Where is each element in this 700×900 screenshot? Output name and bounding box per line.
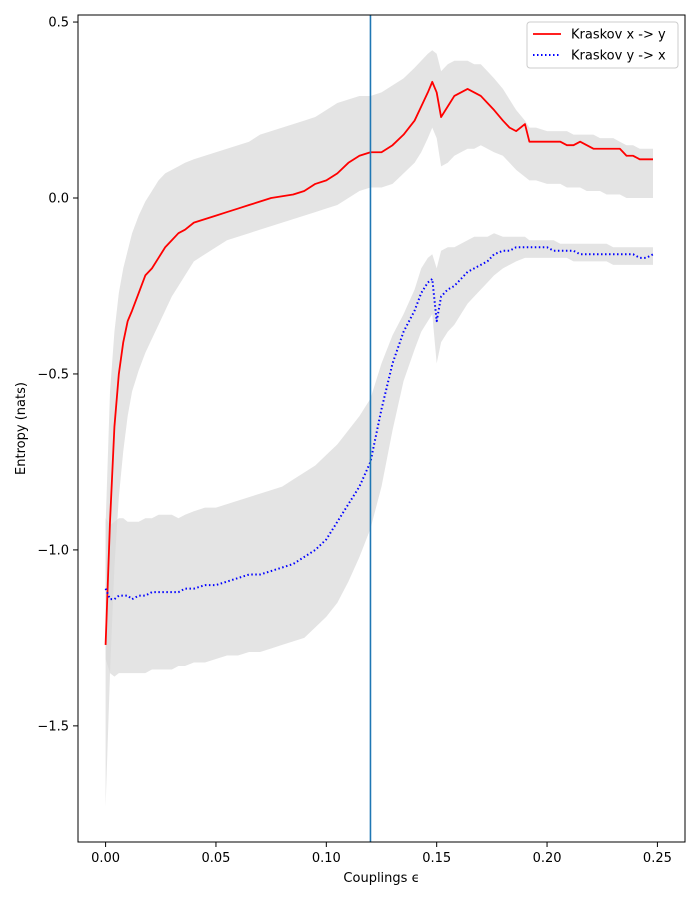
- y-tick-label: 0.5: [48, 16, 69, 31]
- series-line-0: [104, 80, 653, 645]
- series-lines: [104, 80, 654, 645]
- series-line-1: [104, 246, 654, 601]
- x-tick-label: 0.00: [91, 851, 120, 866]
- y-axis-ticks: −1.5 −1.0 −0.5 0.0 0.5: [37, 16, 78, 734]
- y-tick-label: −1.5: [37, 719, 69, 734]
- x-axis-ticks: 0.00 0.05 0.10 0.15 0.20 0.25: [91, 842, 672, 866]
- x-tick-label: 0.05: [201, 851, 230, 866]
- x-tick-label: 0.20: [533, 851, 562, 866]
- x-tick-label: 0.15: [422, 851, 451, 866]
- legend: Kraskov x -> y Kraskov y -> x: [526, 21, 679, 69]
- legend-box: [526, 21, 679, 69]
- x-tick-label: 0.10: [312, 851, 341, 866]
- y-tick-label: −1.0: [37, 543, 69, 558]
- legend-label-kraskov-x-y: Kraskov x -> y: [571, 28, 666, 43]
- y-tick-label: 0.0: [48, 191, 69, 206]
- x-tick-label: 0.25: [643, 851, 672, 866]
- plot-area-frame: [77, 14, 686, 843]
- band-series-1: [105, 233, 653, 677]
- y-tick-label: −0.5: [37, 367, 69, 382]
- x-axis-label: Couplings ϵ: [343, 871, 419, 886]
- y-axis-label: Entropy (nats): [14, 382, 29, 475]
- legend-label-kraskov-y-x: Kraskov y -> x: [571, 49, 666, 64]
- confidence-bands: [105, 50, 653, 807]
